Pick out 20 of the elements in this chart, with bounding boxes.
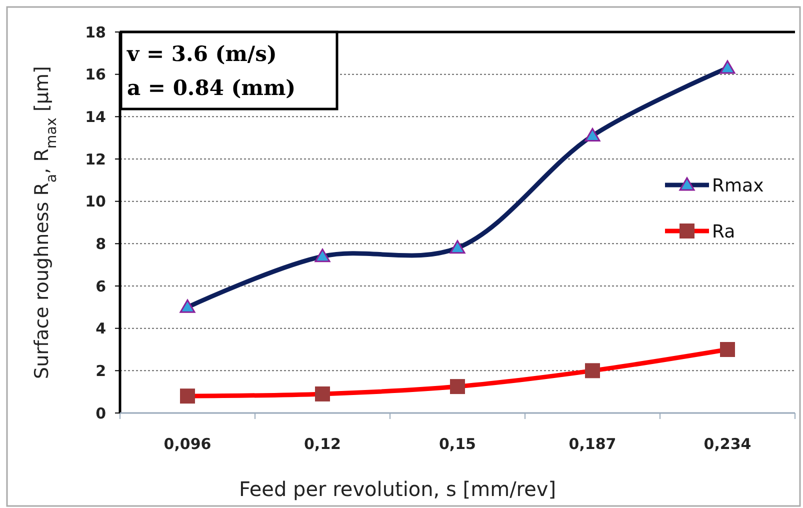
x-axis-title: Feed per revolution, s [mm/rev] <box>238 477 556 501</box>
x-tick-label: 0,096 <box>164 435 212 453</box>
legend-label: Ra <box>712 221 736 242</box>
y-tick-label: 16 <box>85 66 106 84</box>
x-tick-label: 0,12 <box>304 435 342 453</box>
y-tick-label: 4 <box>96 320 106 338</box>
x-tick-label: 0,15 <box>438 435 476 453</box>
y-tick-label: 0 <box>96 404 106 422</box>
x-tick-label: 0,234 <box>704 435 752 453</box>
legend-label: Rmax <box>712 175 764 196</box>
annotation: a = 0.84 (mm) <box>127 75 296 100</box>
y-tick-label: 8 <box>96 234 106 253</box>
y-tick-label: 2 <box>96 362 106 380</box>
y-tick-label: 12 <box>85 150 106 168</box>
y-tick-label: 10 <box>85 192 106 211</box>
annotation: v = 3.6 (m/s) <box>126 41 277 66</box>
y-tick-label: 18 <box>85 23 106 42</box>
x-tick-label: 0,187 <box>568 435 616 453</box>
y-tick-label: 6 <box>96 277 106 296</box>
y-tick-label: 14 <box>85 108 106 126</box>
